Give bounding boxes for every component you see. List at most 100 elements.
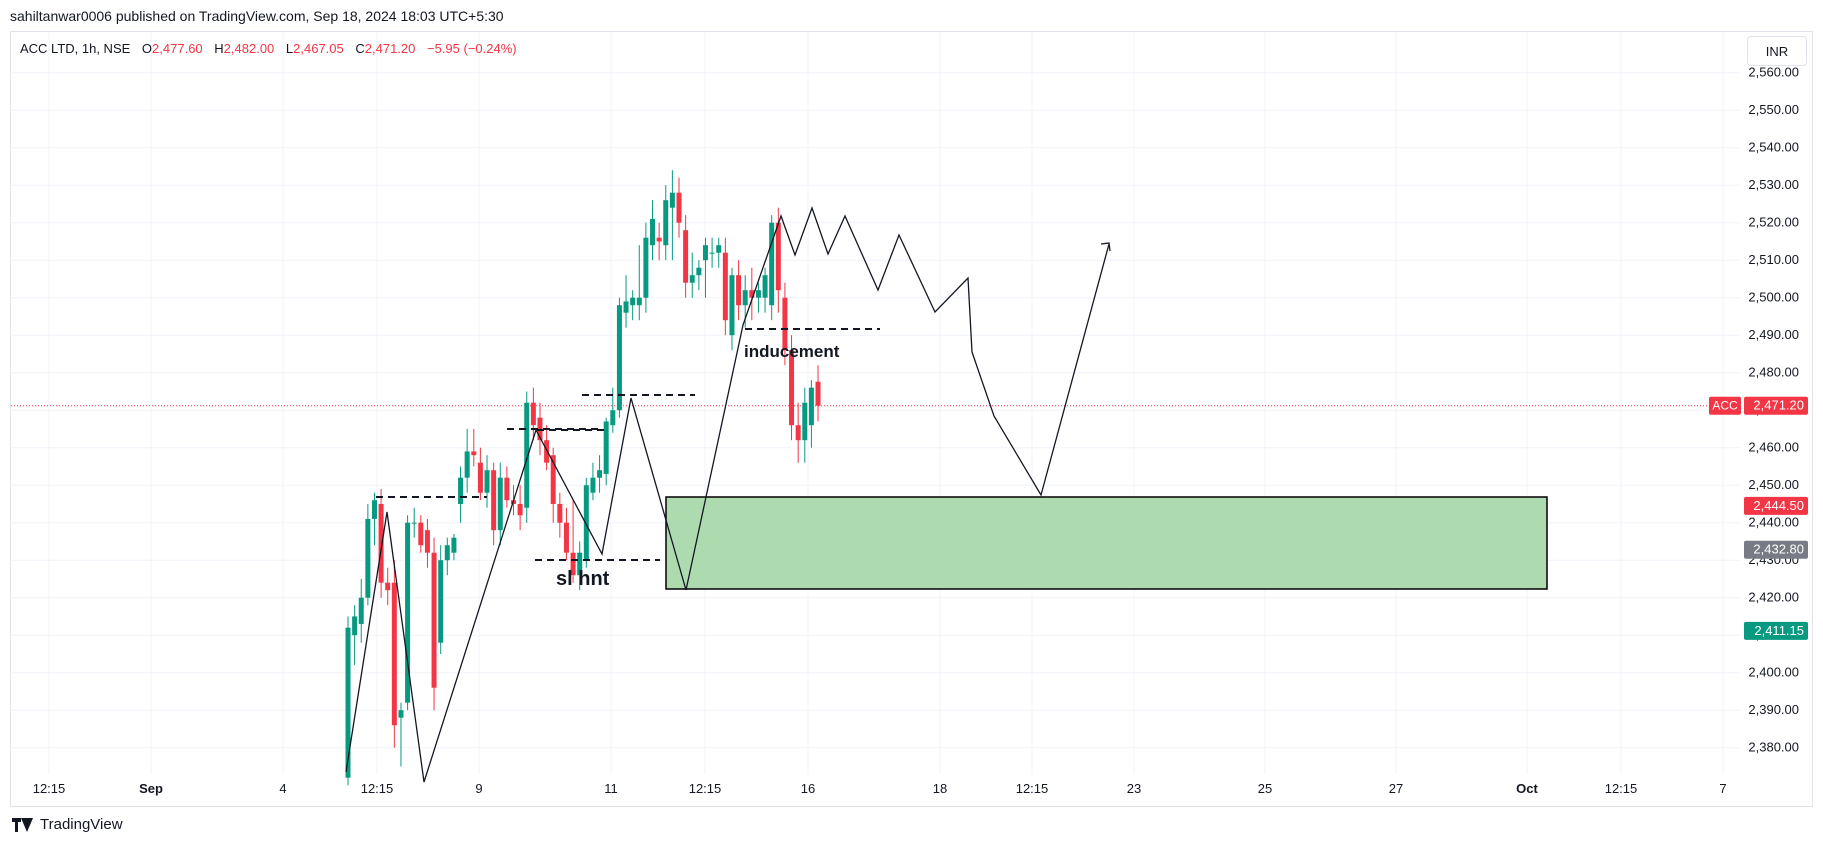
candle-bullish <box>590 462 596 501</box>
y-tick-label: 2,460.00 <box>1748 440 1799 455</box>
demand-zone-layer <box>665 496 1548 590</box>
y-tick-label: 2,540.00 <box>1748 140 1799 155</box>
candle-bullish <box>603 417 609 486</box>
candles-layer <box>345 170 821 786</box>
candle-bearish <box>557 492 563 538</box>
candle-body <box>789 350 795 426</box>
x-tick-label: 18 <box>933 781 947 796</box>
candle-bullish <box>729 267 735 351</box>
symbol-label[interactable]: ACC LTD, 1h, NSE <box>20 41 131 56</box>
candle-body <box>411 522 417 524</box>
x-tick-label: 12:15 <box>1016 781 1049 796</box>
candle-body <box>729 275 735 336</box>
candle-bearish <box>530 387 536 441</box>
candle-bullish <box>371 492 377 546</box>
candle-body <box>742 290 748 306</box>
candle-body <box>722 252 728 321</box>
close-key: C <box>355 41 365 56</box>
candle-body <box>669 192 675 208</box>
candle-body <box>378 503 384 583</box>
candle-bullish <box>643 222 649 313</box>
current-price-bg <box>1744 396 1808 415</box>
candle-body <box>385 582 391 591</box>
candle-bearish <box>563 507 569 561</box>
price-badge-bg <box>1744 621 1808 640</box>
candle-bullish <box>458 466 464 523</box>
currency-selector[interactable]: INR <box>1747 36 1807 66</box>
candle-body <box>583 485 589 561</box>
candle-body <box>438 560 444 643</box>
candle-bearish <box>789 335 795 441</box>
x-tick-label: 25 <box>1258 781 1272 796</box>
candle-bearish <box>491 462 497 546</box>
candle-body <box>603 421 609 474</box>
candle-body <box>471 451 477 456</box>
y-tick-label: 2,490.00 <box>1748 327 1799 342</box>
x-tick-label: 27 <box>1389 781 1403 796</box>
candle-bearish <box>815 365 821 422</box>
candle-bullish <box>438 545 444 654</box>
x-tick-label: 23 <box>1127 781 1141 796</box>
candle-bearish <box>517 485 523 531</box>
candle-body <box>458 477 464 504</box>
ohlc-legend: ACC LTD, 1h, NSE O2,477.60 H2,482.00 L2,… <box>20 41 517 56</box>
candle-bullish <box>405 515 411 711</box>
candle-body <box>358 597 364 624</box>
candle-body <box>451 537 457 553</box>
candle-bearish <box>722 237 728 336</box>
candle-bullish <box>365 503 371 606</box>
candle-bearish <box>795 402 801 463</box>
high-value: 2,482.00 <box>223 41 275 56</box>
candle-body <box>371 500 377 519</box>
candle-bullish <box>484 455 490 508</box>
candle-body <box>643 237 649 298</box>
y-tick-label: 2,450.00 <box>1748 477 1799 492</box>
candle-body <box>352 616 358 636</box>
candle-bearish <box>424 518 430 568</box>
y-tick-label: 2,520.00 <box>1748 215 1799 230</box>
price-badge: 2,411.15 <box>1744 621 1808 640</box>
candle-body <box>398 710 404 718</box>
y-tick-label: 2,510.00 <box>1748 252 1799 267</box>
candle-bullish <box>358 578 364 643</box>
candle-body <box>477 462 483 493</box>
tradingview-brand[interactable]: TradingView <box>12 816 123 833</box>
candle-bearish <box>676 177 682 238</box>
candle-bearish <box>683 215 689 298</box>
candle-body <box>365 518 371 598</box>
candle-body <box>491 470 497 531</box>
candle-body <box>497 477 503 531</box>
candle-bearish <box>391 560 397 748</box>
candle-body <box>530 402 536 426</box>
candle-body <box>636 297 642 306</box>
candle-bearish <box>544 425 550 471</box>
candle-bearish <box>782 282 788 366</box>
y-tick-label: 2,550.00 <box>1748 102 1799 117</box>
chart-frame <box>10 31 1813 807</box>
candle-body <box>537 417 543 441</box>
candle-body <box>815 381 821 406</box>
y-tick-label: 2,380.00 <box>1748 740 1799 755</box>
x-tick-label: Oct <box>1516 781 1538 796</box>
candle-body <box>808 387 814 426</box>
current-price-badge: ACC 2,471.20 <box>1709 396 1808 415</box>
candle-bullish <box>398 702 404 767</box>
current-price-label: 2,471.20 <box>1753 398 1804 413</box>
candle-bearish <box>385 567 391 606</box>
swing-zigzag-line <box>345 206 1110 783</box>
low-key: L <box>285 41 294 56</box>
candle-body <box>557 503 563 523</box>
candle-body <box>676 192 682 223</box>
y-tick-label: 2,400.00 <box>1748 665 1799 680</box>
y-tick-label: 2,390.00 <box>1748 702 1799 717</box>
candle-bearish <box>471 428 477 467</box>
candle-bullish <box>411 507 417 538</box>
candle-body <box>550 455 556 504</box>
annotation-sl-hnt: sl hnt <box>556 568 610 590</box>
candle-bullish <box>352 605 358 666</box>
candle-body <box>517 503 523 516</box>
candle-body <box>630 297 636 306</box>
time-axis: 12:15 Sep 4 12:15 9 11 12:15 16 18 12:15 23 25 27 Oct… <box>33 781 1727 796</box>
candle-body <box>736 275 742 306</box>
